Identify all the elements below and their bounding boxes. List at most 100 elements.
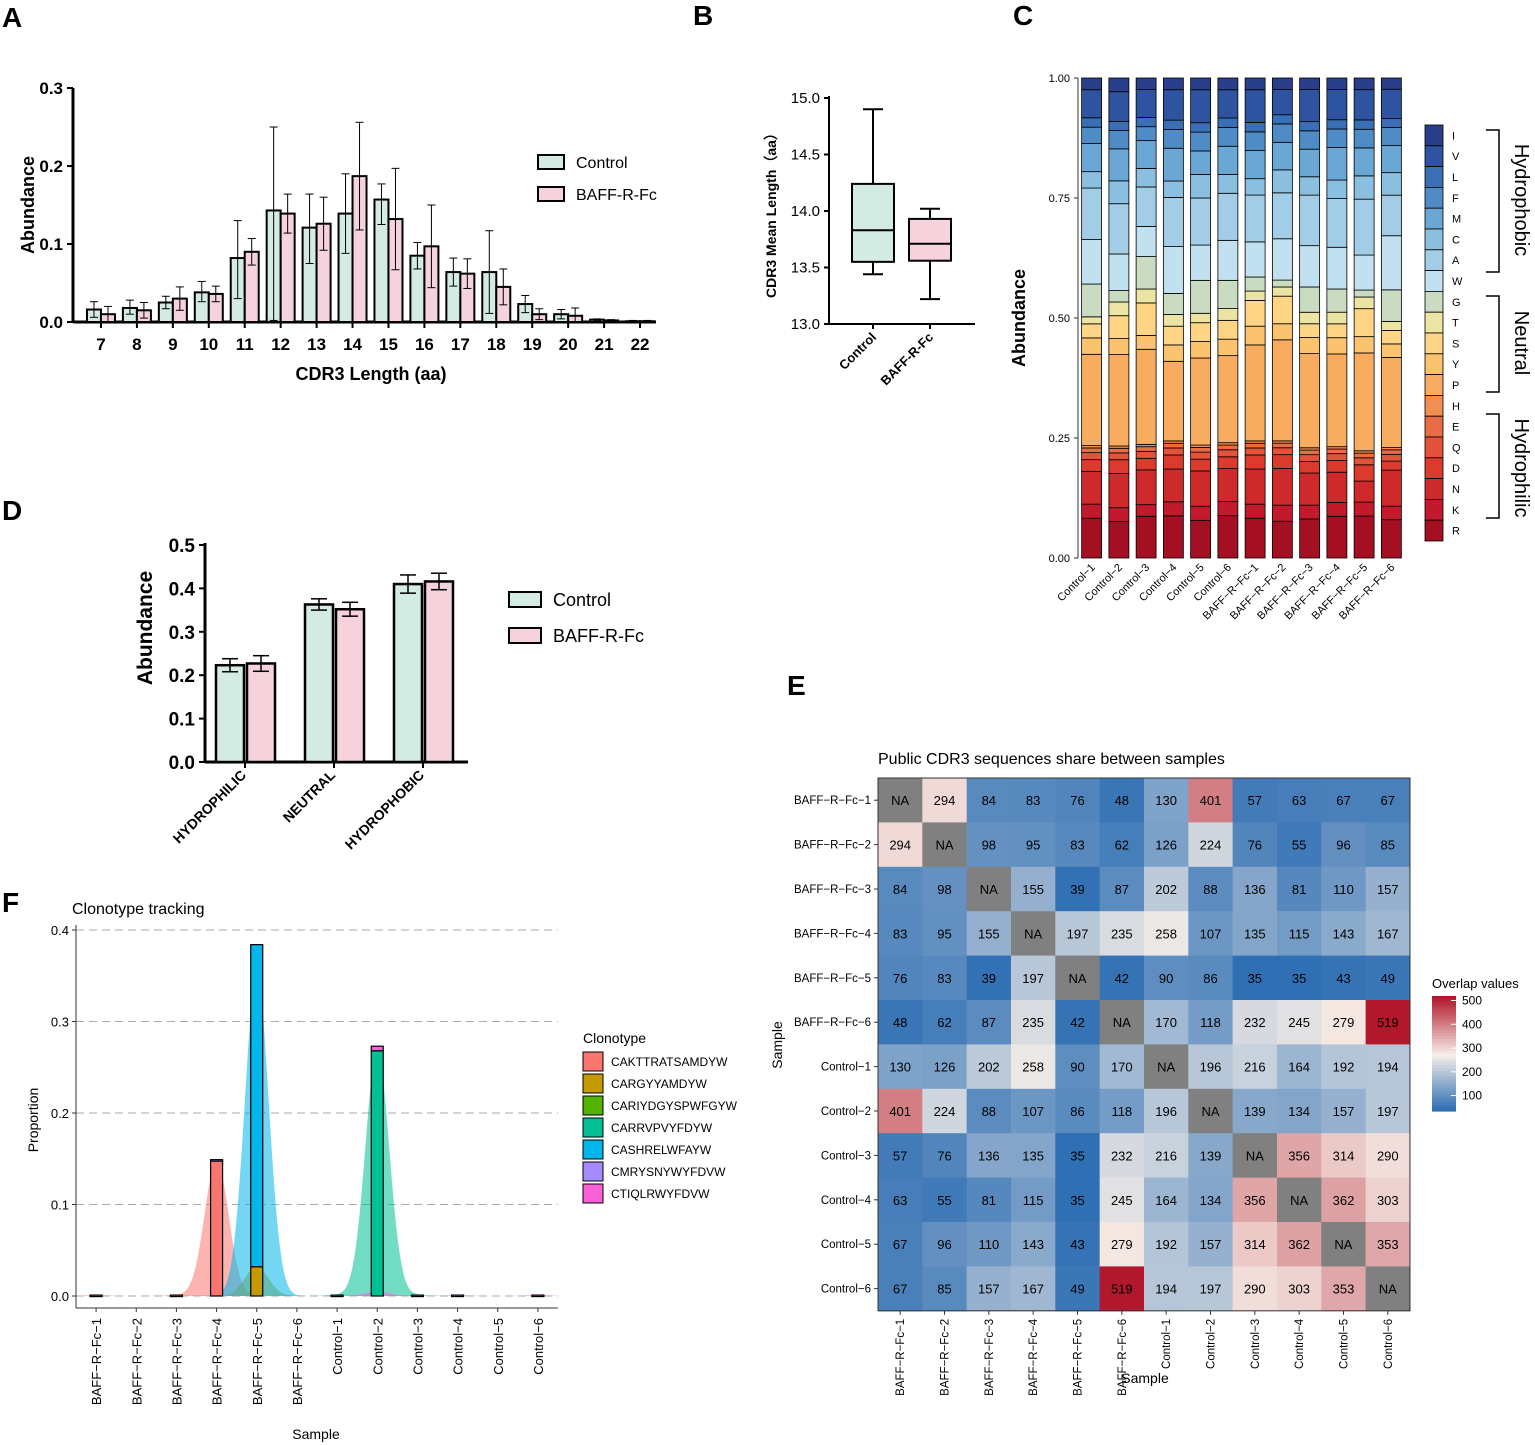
c-group-neutral: Neutral [1510,311,1532,375]
a-legend-label-control: Control [576,155,628,172]
c-legend-swatch-S [1424,332,1444,355]
c-segment-S [1271,295,1293,325]
c-segment-Y [1326,337,1348,355]
c-segment-N [1353,480,1375,503]
e-cell-value: 235 [1111,926,1133,941]
c-segment-M [1135,140,1157,169]
a-xtick-label: 12 [271,335,290,354]
c-segment-R [1135,515,1157,559]
c-segment-K [1108,507,1130,522]
f-legend-swatch-CARIYDGYSPWFGYW [582,1095,604,1116]
f-bar-CMRYSNYWYFDVW [450,1294,465,1298]
e-cell-value: 245 [1111,1193,1133,1208]
e-cell-value: 224 [1200,838,1222,853]
c-segment-P [1162,360,1184,442]
e-cell [966,1044,1012,1090]
e-cell-value: 63 [893,1193,907,1208]
e-cell [1055,911,1101,957]
a-xtick-label: 18 [487,335,506,354]
c-ytick-label: 0.25 [1049,433,1070,445]
e-cell [1321,1088,1367,1134]
c-segment-D [1244,454,1266,470]
e-cell [1276,1044,1322,1090]
e-colorbar-step [1432,1047,1456,1052]
e-cell [1321,778,1367,823]
b-box-baff [908,217,952,262]
e-cell-value: 43 [1336,971,1350,986]
c-segment-T [1326,311,1348,325]
c-segment-N [1380,469,1402,507]
e-cell [966,778,1012,823]
c-segment-E [1135,446,1157,452]
c-segment-A [1353,198,1375,256]
e-colorbar-step [1432,1090,1456,1095]
c-segment-N [1135,469,1157,506]
c-ytick-label: 1.00 [1049,73,1070,85]
c-segment-K [1353,501,1375,517]
e-colorbar-step [1432,1013,1456,1017]
e-cell [922,1177,968,1223]
e-cell [1365,911,1411,957]
b-ytick-label: 14.0 [791,203,820,220]
f-bar-CARRVPVYFDYW [330,1294,344,1298]
e-cell-value: 42 [1070,1015,1084,1030]
c-segment-A [1217,192,1239,241]
e-cell [1055,822,1101,868]
e-cell [1143,911,1189,957]
c-segment-R [1081,517,1103,559]
e-cell-value: NA [1024,926,1042,941]
e-colorbar-step [1432,1062,1456,1066]
c-segment-G [1326,288,1348,313]
e-cell [1143,1044,1189,1090]
panel-b-chart: CDR3 Mean Length（aa） 13.0 13.5 14.0 14.5 15.… [763,90,975,388]
e-cell [878,778,923,823]
e-colorbar-step [1432,1030,1456,1034]
d-ytick-label: 0.0 [169,753,195,774]
e-cell-value: 48 [893,1015,907,1030]
e-cell [1055,1088,1101,1134]
e-ytick-label: Control−4 [821,1195,872,1207]
c-segment-F [1353,128,1375,149]
e-cell-value: 83 [1026,793,1040,808]
e-colorbar-step [1432,1036,1456,1040]
c-segment-C [1271,169,1293,194]
c-segment-L [1326,119,1348,130]
e-cell-value: 136 [978,1148,1000,1163]
c-segment-S [1353,308,1375,338]
c-segment-Q [1108,452,1130,461]
c-segment-W [1244,241,1266,278]
e-cell [878,1133,923,1179]
e-title: Public CDR3 sequences share between samp… [878,751,1225,768]
a-xtick-label: 14 [343,335,362,354]
f-bar-CTIQLRWYFDVW [531,1294,545,1298]
e-ytick-label: BAFF−R−Fc−3 [794,884,871,896]
c-segment-C [1380,172,1402,196]
c-legend-label-H: H [1452,401,1460,413]
f-legend-label-CASHRELWFAYW: CASHRELWFAYW [611,1143,712,1157]
e-ytick-label: BAFF−R−Fc−6 [794,1017,871,1029]
f-bar-CMRYSNYWYFDVW [209,1159,224,1162]
e-cell [1321,955,1367,1001]
e-cell [878,911,923,957]
e-cell [1099,1177,1145,1223]
b-ytick-label: 13.5 [791,260,820,277]
e-colorbar-label: 200 [1462,1065,1482,1079]
e-cell-value: 258 [1155,926,1177,941]
c-legend-label-M: M [1452,214,1461,226]
c-legend-swatch-C [1424,228,1444,251]
e-cell-value: 67 [893,1282,907,1297]
e-cell [1188,1088,1234,1134]
e-cell-value: 84 [982,793,996,808]
e-cell-value: 57 [893,1148,907,1163]
e-cell [1188,822,1234,868]
e-cell-value: 196 [1200,1060,1222,1075]
e-cell-value: 362 [1333,1193,1355,1208]
e-cell [1010,822,1056,868]
e-cell [1143,1222,1189,1267]
f-legend-swatch-CTIQLRWYFDVW [582,1183,604,1204]
c-segment-P [1326,353,1348,448]
c-segment-M [1108,148,1130,182]
c-legend-label-I: I [1452,130,1455,142]
e-colorbar-step [1432,1085,1456,1089]
